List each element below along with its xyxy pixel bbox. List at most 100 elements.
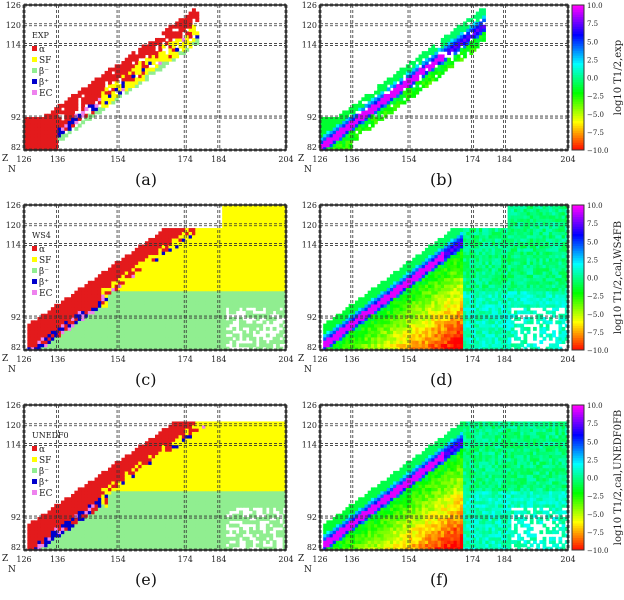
heatmap-cell bbox=[279, 280, 284, 285]
heatmap-cell bbox=[450, 254, 455, 259]
heatmap-cell bbox=[444, 247, 448, 252]
heatmap-cell bbox=[345, 343, 350, 348]
heatmap-cell bbox=[50, 110, 55, 115]
heatmap-cell bbox=[155, 274, 159, 279]
heatmap-cell bbox=[463, 270, 467, 275]
heatmap-cell bbox=[485, 247, 490, 252]
heatmap-cell bbox=[399, 333, 404, 338]
heatmap-cell bbox=[87, 340, 92, 345]
heatmap-cell bbox=[249, 270, 254, 275]
heatmap-cell bbox=[155, 317, 159, 321]
heatmap-cell bbox=[27, 126, 32, 131]
heatmap-cell bbox=[188, 18, 193, 23]
heatmap-cell bbox=[202, 343, 206, 348]
heatmap-cell bbox=[485, 323, 490, 328]
heatmap-cell bbox=[377, 290, 382, 295]
heatmap-cell bbox=[383, 280, 388, 285]
heatmap-cell bbox=[383, 336, 388, 341]
heatmap-cell bbox=[87, 297, 92, 302]
heatmap-cell bbox=[262, 244, 267, 249]
heatmap-cell bbox=[440, 274, 445, 279]
heatmap-cell bbox=[456, 336, 461, 341]
heatmap-cell bbox=[84, 320, 89, 325]
heatmap-cell bbox=[148, 57, 153, 62]
heatmap-cell bbox=[485, 267, 490, 272]
heatmap-cell bbox=[475, 237, 480, 242]
heatmap-cell bbox=[138, 64, 143, 69]
heatmap-cell bbox=[228, 224, 233, 229]
heatmap-cell bbox=[144, 251, 149, 256]
heatmap-cell bbox=[332, 126, 337, 131]
heatmap-cell bbox=[463, 28, 467, 32]
heatmap-cell bbox=[144, 77, 149, 82]
heatmap-cell bbox=[320, 140, 324, 145]
heatmap-cell bbox=[459, 287, 464, 292]
heatmap-cell bbox=[415, 300, 420, 305]
heatmap-cell bbox=[491, 274, 496, 279]
heatmap-cell bbox=[374, 287, 378, 292]
heatmap-cell bbox=[158, 231, 163, 236]
y-tick-label: 92 bbox=[11, 313, 21, 322]
heatmap-cell bbox=[84, 336, 89, 341]
heatmap-cell bbox=[171, 34, 176, 39]
heatmap-cell bbox=[472, 270, 477, 275]
heatmap-cell bbox=[377, 90, 382, 95]
heatmap-cell bbox=[195, 303, 200, 308]
heatmap-cell bbox=[178, 234, 183, 239]
heatmap-cell bbox=[386, 326, 391, 331]
heatmap-cell bbox=[351, 323, 356, 328]
heatmap-cell bbox=[482, 320, 486, 325]
heatmap-cell bbox=[232, 234, 237, 239]
heatmap-cell bbox=[57, 307, 62, 312]
heatmap-cell bbox=[265, 224, 270, 229]
heatmap-cell bbox=[144, 336, 149, 341]
heatmap-cell bbox=[475, 267, 480, 272]
heatmap-cell bbox=[504, 320, 509, 325]
colorbar-segment bbox=[572, 21, 584, 25]
heatmap-cell bbox=[453, 326, 458, 331]
heatmap-cell bbox=[386, 330, 391, 335]
heatmap-cell bbox=[335, 323, 340, 328]
heatmap-cell bbox=[60, 333, 65, 338]
heatmap-cell bbox=[64, 307, 69, 312]
heatmap-cell bbox=[114, 77, 119, 82]
heatmap-cell bbox=[178, 254, 183, 259]
heatmap-cell bbox=[469, 247, 474, 252]
colorbar-tick-label: 10.0 bbox=[587, 2, 603, 10]
heatmap-cell bbox=[161, 247, 166, 252]
heatmap-cell bbox=[71, 113, 75, 118]
heatmap-cell bbox=[469, 231, 474, 236]
heatmap-cell bbox=[185, 340, 190, 345]
heatmap-cell bbox=[437, 64, 442, 69]
heatmap-cell bbox=[447, 303, 451, 308]
heatmap-cell bbox=[252, 274, 257, 279]
heatmap-cell bbox=[225, 247, 230, 252]
heatmap-cell bbox=[383, 323, 388, 328]
heatmap-cell bbox=[456, 267, 461, 272]
heatmap-cell bbox=[134, 77, 139, 82]
heatmap-cell bbox=[399, 340, 404, 345]
heatmap-cell bbox=[198, 290, 203, 295]
heatmap-cell bbox=[222, 270, 227, 275]
heatmap-cell bbox=[225, 280, 230, 285]
heatmap-cell bbox=[491, 336, 496, 341]
heatmap-cell bbox=[195, 280, 200, 285]
heatmap-cell bbox=[238, 211, 243, 216]
heatmap-cell bbox=[444, 343, 448, 348]
heatmap-cell bbox=[380, 343, 385, 348]
heatmap-cell bbox=[249, 290, 254, 295]
heatmap-cell bbox=[185, 317, 190, 321]
heatmap-cell bbox=[265, 277, 270, 282]
heatmap-cell bbox=[275, 287, 280, 292]
heatmap-cell bbox=[188, 44, 193, 49]
heatmap-cell bbox=[131, 323, 136, 328]
heatmap-cell bbox=[198, 326, 203, 331]
heatmap-cell bbox=[444, 270, 448, 275]
heatmap-cell bbox=[71, 303, 75, 308]
heatmap-cell bbox=[409, 280, 413, 285]
heatmap-cell bbox=[168, 307, 173, 312]
heatmap-cell bbox=[272, 228, 277, 232]
heatmap-cell bbox=[409, 297, 413, 302]
heatmap-cell bbox=[144, 287, 149, 292]
heatmap-cell bbox=[255, 228, 260, 232]
